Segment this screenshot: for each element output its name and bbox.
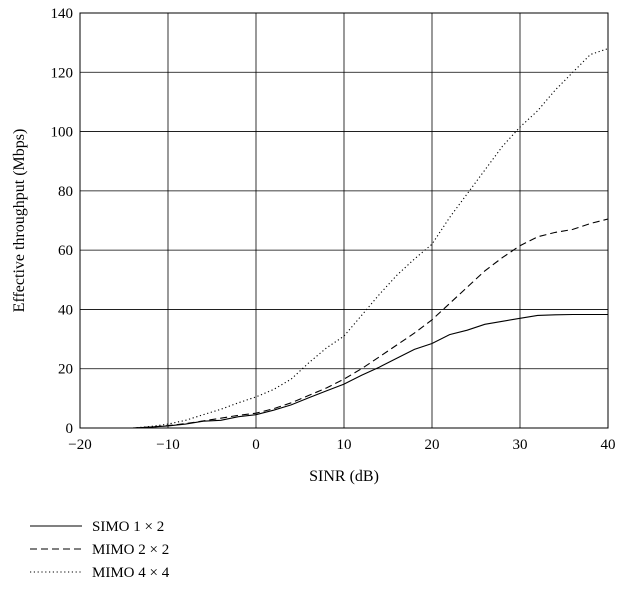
y-tick-label: 20 bbox=[58, 362, 73, 378]
y-tick-label: 40 bbox=[58, 302, 73, 318]
x-tick-label: 30 bbox=[513, 437, 528, 453]
y-axis-ticks: 0 20 40 60 80 100 120 140 bbox=[51, 6, 74, 437]
grid-lines bbox=[80, 13, 608, 428]
legend: SIMO 1 × 2 MIMO 2 × 2 MIMO 4 × 4 bbox=[30, 519, 170, 581]
legend-label-2: MIMO 2 × 2 bbox=[92, 542, 169, 558]
series-line-2 bbox=[132, 218, 609, 429]
y-tick-label: 140 bbox=[51, 6, 74, 22]
y-tick-label: 120 bbox=[51, 65, 74, 81]
x-axis-label: SINR (dB) bbox=[309, 468, 379, 485]
legend-label-1: SIMO 1 × 2 bbox=[92, 519, 164, 535]
series-line-3 bbox=[132, 48, 609, 429]
y-tick-label: 80 bbox=[58, 184, 73, 200]
plot-area bbox=[79, 12, 609, 429]
y-tick-label: 60 bbox=[58, 243, 73, 259]
x-tick-label: 40 bbox=[601, 437, 616, 453]
y-axis-label: Effective throughput (Mbps) bbox=[11, 129, 28, 313]
legend-label-3: MIMO 4 × 4 bbox=[92, 565, 170, 581]
series-lines bbox=[132, 48, 609, 429]
x-axis-ticks: −20 −10 0 10 20 30 40 bbox=[68, 437, 615, 453]
y-tick-label: 100 bbox=[51, 125, 74, 141]
x-tick-label: 20 bbox=[425, 437, 440, 453]
x-tick-label: −10 bbox=[156, 437, 179, 453]
series-line-1 bbox=[132, 313, 608, 429]
x-tick-label: 10 bbox=[337, 437, 352, 453]
x-tick-label: −20 bbox=[68, 437, 91, 453]
y-tick-label: 0 bbox=[66, 421, 74, 437]
x-tick-label: 0 bbox=[252, 437, 260, 453]
